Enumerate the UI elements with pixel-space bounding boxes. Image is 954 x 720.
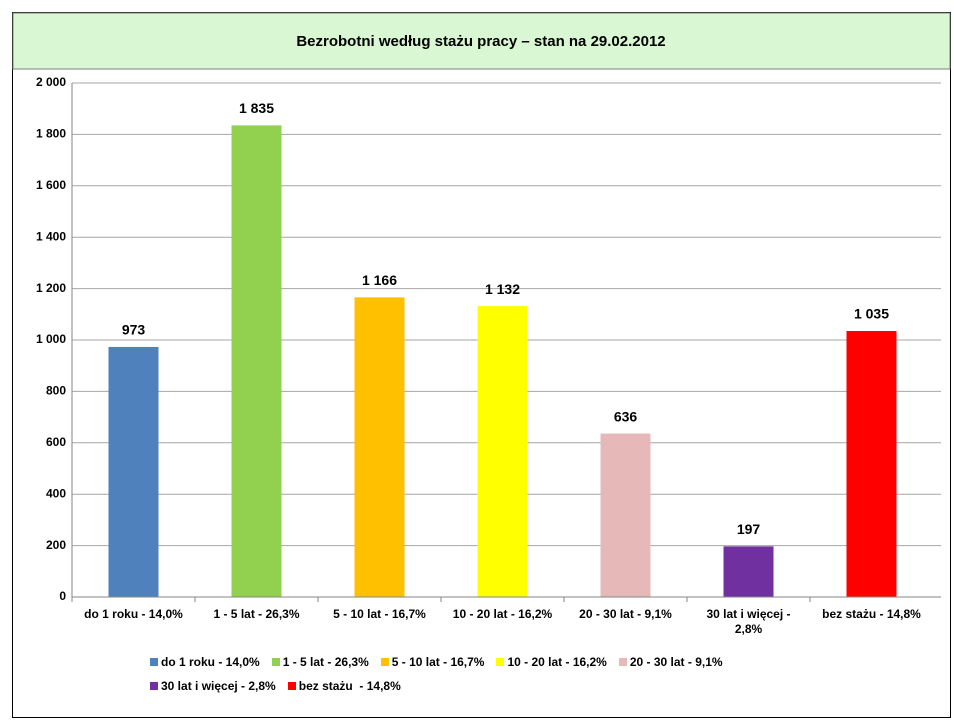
- data-label: 636: [614, 408, 638, 424]
- legend-item: 5 - 10 lat - 16,7%: [380, 655, 485, 669]
- legend-item: 1 - 5 lat - 26,3%: [271, 655, 369, 669]
- bar: [846, 331, 897, 597]
- x-tick-label: 10 - 20 lat - 16,2%: [452, 607, 553, 621]
- data-label: 1 835: [239, 100, 274, 116]
- x-tick-label: do 1 roku - 14,0%: [84, 607, 183, 621]
- bar: [600, 433, 651, 597]
- data-label: 1 035: [854, 306, 889, 322]
- legend-swatch: [496, 658, 505, 666]
- legend-label: 20 - 30 lat - 9,1%: [629, 655, 723, 669]
- x-tick-label: 30 lat i więcej - 2,8%: [706, 607, 791, 636]
- legend-item: do 1 roku - 14,0%: [150, 655, 260, 669]
- y-tick-label: 1 800: [36, 127, 66, 141]
- legend-label: bez stażu - 14,8%: [298, 679, 401, 693]
- x-tick-label: 1 - 5 lat - 26,3%: [213, 607, 300, 621]
- y-tick-label: 200: [46, 538, 66, 552]
- legend-swatch: [150, 682, 158, 690]
- legend-label: 1 - 5 lat - 26,3%: [282, 655, 369, 669]
- legend-swatch: [380, 658, 389, 666]
- legend-swatch: [618, 658, 627, 666]
- legend-item: 30 lat i więcej - 2,8%: [150, 679, 276, 693]
- y-tick-label: 1 200: [36, 281, 66, 295]
- x-tick-label: bez stażu - 14,8%: [822, 607, 921, 621]
- legend: do 1 roku - 14,0% 1 - 5 lat - 26,3% 5 - 10…: [150, 655, 830, 703]
- legend-label: 5 - 10 lat - 16,7%: [391, 655, 485, 669]
- legend-item: 20 - 30 lat - 9,1%: [618, 655, 723, 669]
- bar: [108, 346, 159, 597]
- legend-swatch: [271, 658, 280, 666]
- data-label: 197: [737, 521, 761, 537]
- legend-swatch: [150, 658, 158, 666]
- x-tick-label: 5 - 10 lat - 16,7%: [333, 607, 426, 621]
- bar: [477, 306, 528, 597]
- y-tick-label: 2 000: [36, 75, 66, 89]
- legend-label: do 1 roku - 14,0%: [161, 655, 260, 669]
- bar: [231, 125, 282, 597]
- y-tick-label: 1 600: [36, 178, 66, 192]
- y-tick-label: 1 400: [36, 229, 66, 243]
- y-tick-label: 600: [46, 435, 66, 449]
- legend-label: 10 - 20 lat - 16,2%: [507, 655, 607, 669]
- data-label: 1 132: [485, 281, 520, 297]
- y-tick-label: 0: [59, 589, 66, 603]
- chart-title: Bezrobotni według stażu pracy – stan na …: [296, 33, 665, 50]
- data-label: 973: [122, 322, 146, 338]
- data-label: 1 166: [362, 272, 397, 288]
- y-tick-label: 400: [46, 486, 66, 500]
- legend-swatch: [287, 682, 296, 690]
- bar: [354, 297, 405, 597]
- y-tick-label: 1 000: [36, 332, 66, 346]
- x-tick-label: 20 - 30 lat - 9,1%: [579, 607, 672, 621]
- bar: [723, 546, 774, 597]
- legend-item: 10 - 20 lat - 16,2%: [496, 655, 607, 669]
- legend-label: 30 lat i więcej - 2,8%: [161, 679, 276, 693]
- legend-item: bez stażu - 14,8%: [287, 679, 401, 693]
- title-band: [12, 12, 951, 70]
- y-tick-label: 800: [46, 384, 66, 398]
